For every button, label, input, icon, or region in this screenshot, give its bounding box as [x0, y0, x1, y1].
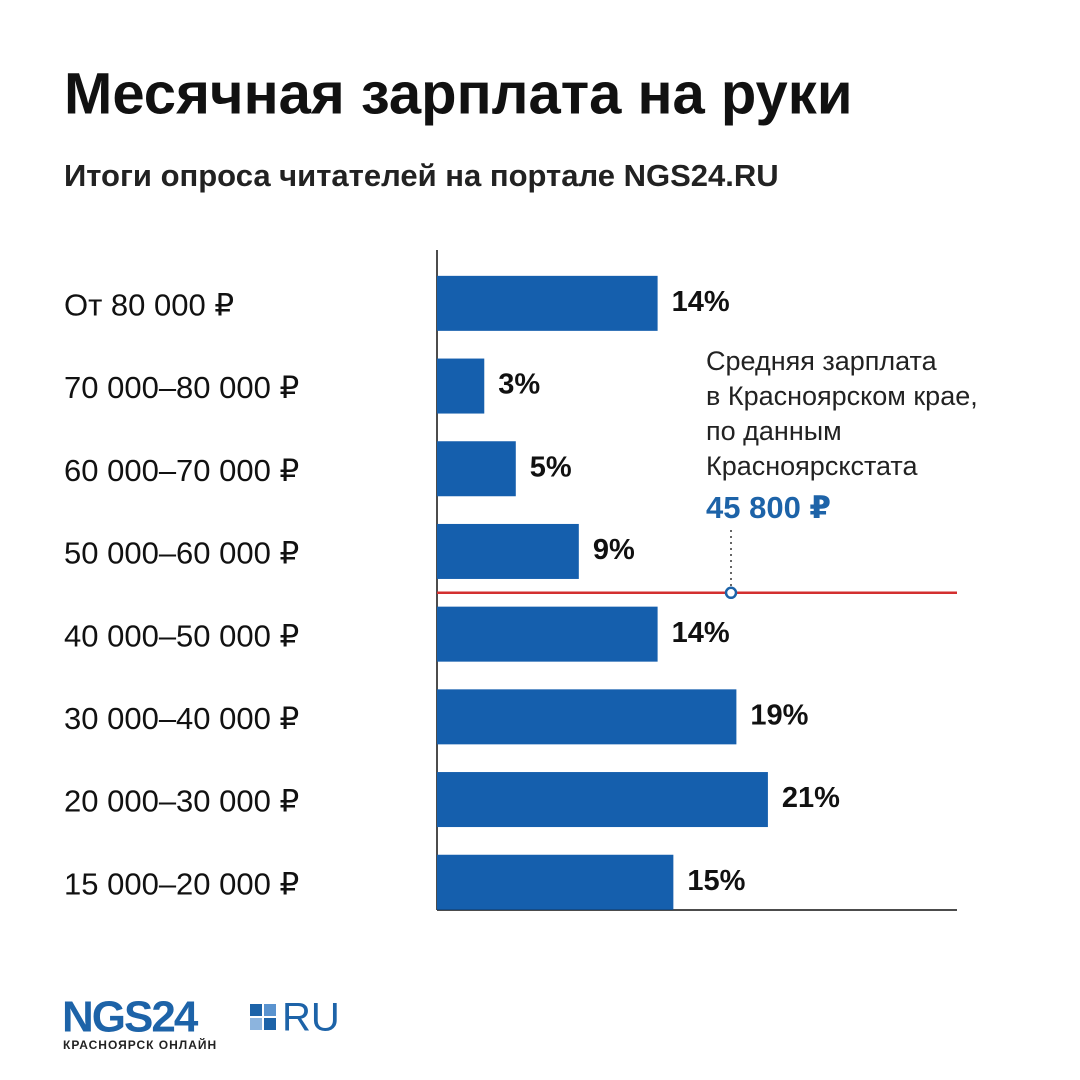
annotation-text: Красноярскстата — [706, 451, 918, 481]
bar — [437, 523, 579, 579]
annotation-text: Средняя зарплата — [706, 346, 938, 376]
logo-icon — [250, 1004, 262, 1016]
value-label: 14% — [672, 617, 730, 649]
category-label: 40 000–50 000 ₽ — [64, 618, 299, 653]
bar — [437, 441, 516, 497]
bar — [437, 358, 485, 414]
bar — [437, 854, 674, 910]
value-label: 9% — [593, 534, 635, 566]
value-label: 15% — [687, 865, 745, 897]
category-label: 70 000–80 000 ₽ — [64, 370, 299, 405]
bar — [437, 275, 658, 331]
category-label: 15 000–20 000 ₽ — [64, 866, 299, 901]
logo-domain: RU — [282, 996, 340, 1040]
annotation-value: 45 800 ₽ — [706, 490, 831, 525]
logo-icon — [250, 1018, 262, 1030]
value-label: 5% — [530, 451, 572, 483]
category-label: От 80 000 ₽ — [64, 288, 234, 323]
chart-title: Месячная зарплата на руки — [64, 61, 853, 126]
annotation-text: в Красноярском крае, — [706, 381, 978, 411]
annotation-dot — [724, 586, 738, 600]
category-label: 20 000–30 000 ₽ — [64, 784, 299, 819]
annotation-text: по данным — [706, 416, 842, 446]
bar — [437, 772, 768, 828]
value-label: 14% — [672, 286, 730, 318]
value-label: 21% — [782, 782, 840, 814]
category-label: 60 000–70 000 ₽ — [64, 453, 299, 488]
logo-tagline: КРАСНОЯРСК ОНЛАЙН — [63, 1037, 217, 1052]
value-label: 19% — [750, 700, 808, 732]
bar — [437, 689, 737, 745]
chart-subtitle: Итоги опроса читателей на портале NGS24.… — [64, 158, 779, 193]
bar — [437, 606, 658, 662]
category-label: 50 000–60 000 ₽ — [64, 536, 299, 571]
category-label: 30 000–40 000 ₽ — [64, 701, 299, 736]
logo-brand: NGS24 — [62, 993, 199, 1042]
logo-icon — [264, 1018, 276, 1030]
logo-icon — [264, 1004, 276, 1016]
value-label: 3% — [498, 369, 540, 401]
